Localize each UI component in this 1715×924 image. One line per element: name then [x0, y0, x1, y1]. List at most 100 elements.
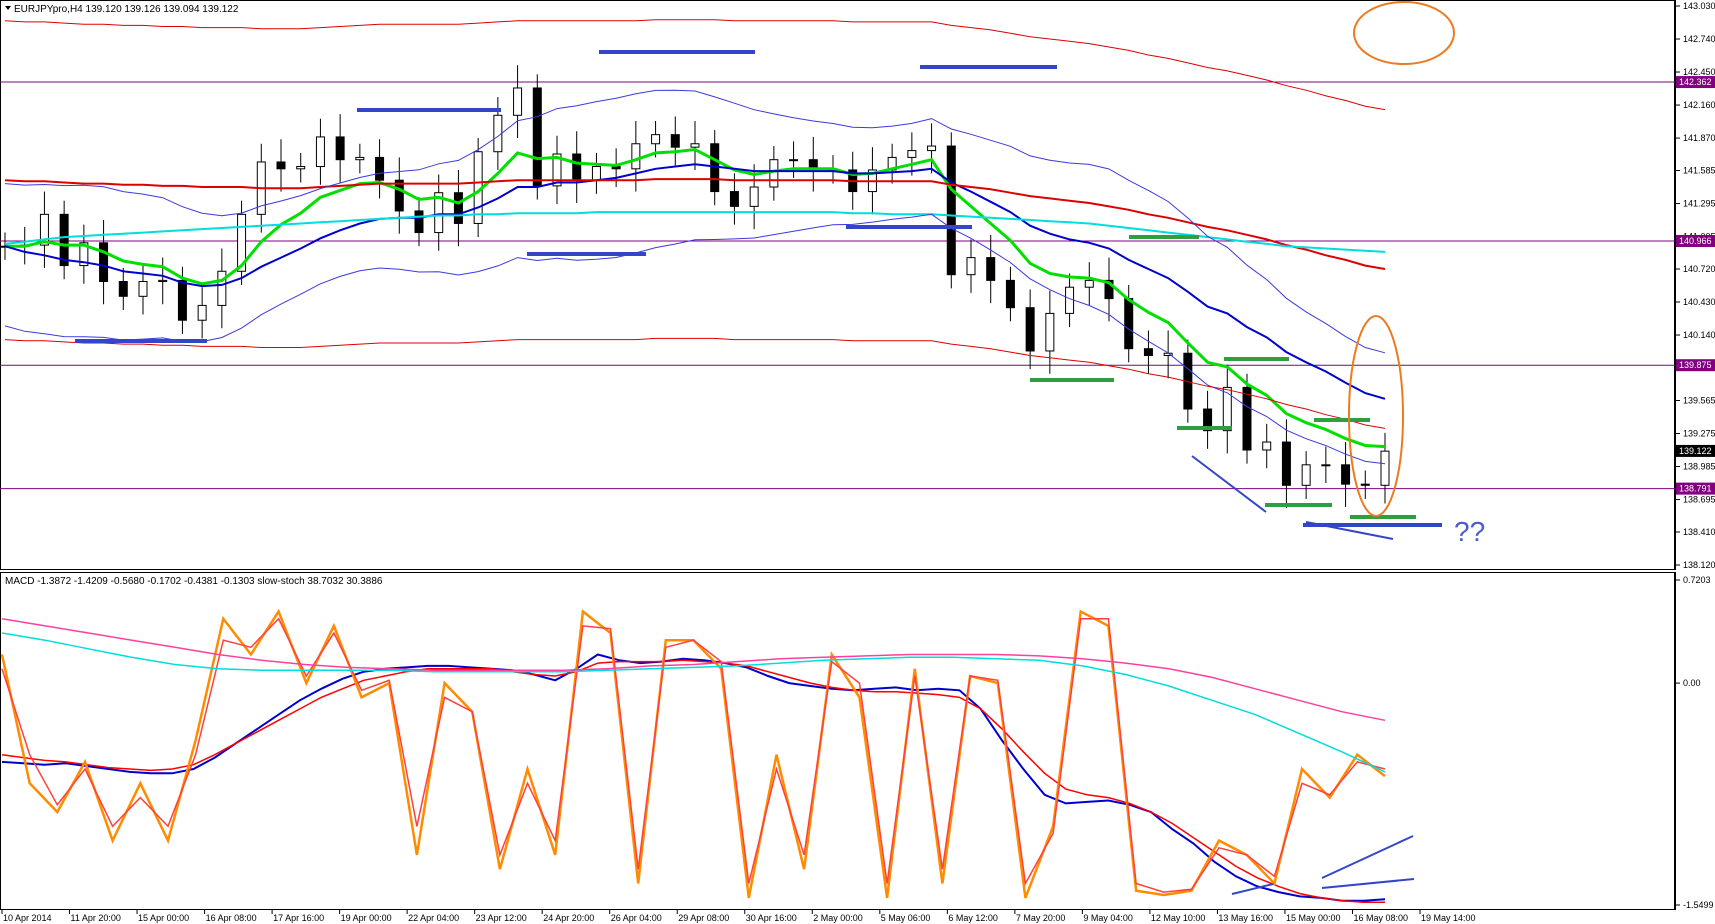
oscillator-panel-frame [0, 572, 1675, 910]
orange-highlight-ellipse [1348, 315, 1404, 517]
time-tick-label: 30 Apr 16:00 [746, 913, 797, 923]
price-tick-label: 140.430 [1683, 297, 1715, 307]
candle-body [1360, 483, 1370, 486]
candle-body [1242, 386, 1252, 451]
time-axis: 10 Apr 2014 11 Apr 20:00 15 Apr 00:00 16 Ap… [1, 909, 1476, 923]
price-tick-label: 138.120 [1683, 560, 1715, 570]
price-series-line [5, 147, 1386, 449]
envelope-band-line [4, 19, 1386, 111]
indicator-header: MACD -1.3872 -1.4209 -0.5680 -0.1702 -0.… [5, 576, 383, 587]
candle-body [217, 270, 227, 306]
bollinger-band-line [4, 89, 1386, 354]
candle-body [79, 242, 89, 267]
envelope-band-line [4, 337, 1386, 429]
candle-body [927, 145, 937, 152]
time-tick-label: 19 Apr 00:00 [341, 913, 392, 923]
time-tick-label: 17 Apr 16:00 [273, 913, 324, 923]
candle-body [1341, 464, 1351, 485]
candle-body [1124, 298, 1134, 350]
candle-body [296, 166, 306, 170]
price-tick-label: 138.410 [1683, 527, 1715, 537]
level-tag [1676, 482, 1715, 495]
time-tick-label: 12 May 10:00 [1151, 913, 1206, 923]
time-tick-label: 16 May 08:00 [1353, 913, 1408, 923]
time-tick-label: 22 Apr 04:00 [408, 913, 459, 923]
candle-body [59, 213, 69, 267]
price-series-line [4, 163, 1386, 400]
price-tick-label: 141.295 [1683, 199, 1715, 209]
candle-body [532, 87, 542, 187]
time-tick-label: 13 May 16:00 [1218, 913, 1273, 923]
candle-body [1104, 279, 1114, 300]
price-tick-label: 139.275 [1683, 429, 1715, 439]
candle-body [1045, 312, 1055, 352]
candle-body [453, 192, 463, 224]
candle-body [315, 136, 325, 168]
candle-body [1281, 441, 1291, 486]
level-tag [1676, 234, 1715, 247]
blue-trend-line [1191, 455, 1267, 513]
blue-trend-line [1321, 878, 1415, 889]
price-series-group [0, 19, 1390, 509]
current-price-label: 139.122 [1679, 446, 1712, 456]
candle-body [375, 156, 385, 181]
price-tick-label: 141.585 [1683, 166, 1715, 176]
dropdown-arrow-icon[interactable] [5, 6, 11, 10]
level-tag-label: 142.362 [1679, 77, 1712, 87]
time-tick-label: 11 Apr 20:00 [71, 913, 121, 923]
price-tick-label: 140.140 [1683, 330, 1715, 340]
blue-trend-line [1321, 835, 1414, 879]
candle-body [513, 87, 523, 116]
osc-tick-label: -1.5499 [1683, 900, 1714, 910]
time-tick-label: 2 May 00:00 [813, 913, 863, 923]
candle-body [493, 114, 503, 153]
time-tick-label: 29 Apr 08:00 [678, 913, 729, 923]
time-tick-label: 15 May 00:00 [1286, 913, 1341, 923]
price-tick-label: 142.740 [1683, 34, 1715, 44]
candle-body [1301, 464, 1311, 486]
oscillator-axis: 0.7203 0.00 -1.5499 [1675, 572, 1714, 910]
time-tick-label: 5 May 06:00 [881, 913, 931, 923]
time-tick-label: 23 Apr 12:00 [476, 913, 527, 923]
candle-body [158, 279, 168, 283]
candle-body [591, 166, 601, 181]
candle-body [335, 136, 345, 161]
time-tick-label: 15 Apr 00:00 [138, 913, 189, 923]
candle-body [729, 191, 739, 207]
time-tick-label: 7 May 20:00 [1016, 913, 1066, 923]
candle-body [1065, 286, 1075, 314]
oscillator-series-line [1, 617, 1386, 893]
price-tick-label: 141.870 [1683, 133, 1715, 143]
oscillator-series-group [0, 608, 1386, 903]
osc-tick-label: 0.7203 [1683, 575, 1711, 585]
price-panel-frame [0, 0, 1675, 570]
price-tick-label: 140.720 [1683, 264, 1715, 274]
candle-body [138, 281, 148, 297]
question-marks-annotation: ?? [1454, 516, 1485, 547]
price-tick-label: 142.160 [1683, 100, 1715, 110]
oscillator-series-line [1, 653, 1386, 902]
time-tick-label: 19 May 14:00 [1421, 913, 1476, 923]
candle-body [1380, 450, 1390, 486]
price-tick-label: 139.565 [1683, 395, 1715, 405]
price-tick-label: 138.985 [1683, 462, 1715, 472]
level-tag-label: 139.875 [1679, 360, 1712, 370]
candle-body [39, 213, 49, 246]
level-tag [1676, 359, 1715, 372]
candle-body [1143, 348, 1153, 357]
candle-body [769, 159, 779, 188]
candle-body [1203, 408, 1213, 432]
time-tick-label: 16 Apr 08:00 [206, 913, 257, 923]
oscillator-series-line [1, 617, 1386, 722]
current-price-tag [1676, 444, 1715, 457]
candle-body [690, 143, 700, 148]
oscillator-series-line [1, 659, 1385, 903]
candle-body [1084, 279, 1094, 288]
price-axis: 143.030 142.740 142.450 142.160 141.870 141.5… [1675, 0, 1715, 570]
blue-trend-line [1231, 883, 1274, 895]
candle-body [670, 134, 680, 148]
price-level-lines [0, 81, 1675, 490]
trader-annotations: ?? [75, 1, 1485, 895]
candle-body [276, 161, 286, 170]
